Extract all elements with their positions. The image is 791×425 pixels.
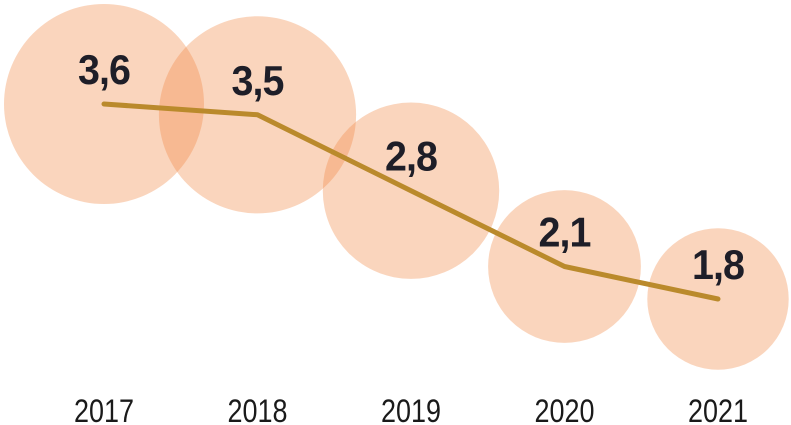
x-axis-label-2018: 2018	[228, 393, 288, 425]
x-axis-label-2021: 2021	[688, 393, 748, 425]
value-label-2018: 3,5	[232, 57, 285, 104]
x-axis-label-2020: 2020	[535, 393, 595, 425]
value-label-2021: 1,8	[692, 241, 745, 288]
value-label-2017: 3,6	[78, 46, 130, 93]
x-axis-label-2017: 2017	[74, 393, 134, 425]
value-label-2020: 2,1	[539, 209, 592, 256]
x-axis-label-2019: 2019	[381, 393, 441, 425]
trend-line	[101, 101, 721, 302]
value-label-2019: 2,8	[385, 133, 438, 180]
